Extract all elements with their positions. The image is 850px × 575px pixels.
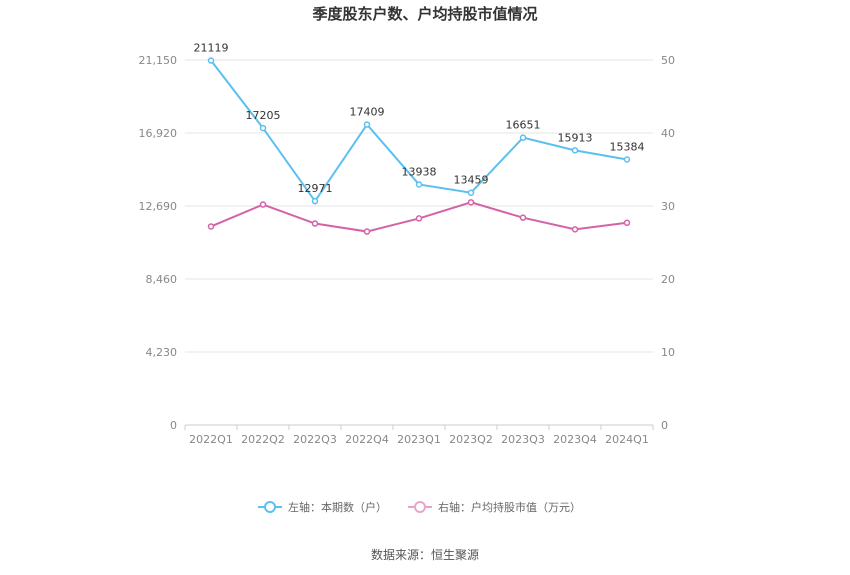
- left-tick-label: 4,230: [146, 346, 178, 359]
- x-axis-ticks: 2022Q1 2022Q2 2022Q3 2022Q4 2023Q1 2023Q2 2023…: [189, 433, 649, 446]
- data-point-right[interactable]: [467, 199, 475, 206]
- right-axis-ticks: 0 10 20 30 40 50: [661, 54, 675, 432]
- legend[interactable]: 左轴：本期数（户） 右轴：户均持股市值（万元）: [258, 500, 581, 514]
- left-tick-label: 8,460: [146, 273, 178, 286]
- data-point-left[interactable]: [519, 134, 527, 141]
- legend-item-right[interactable]: 右轴：户均持股市值（万元）: [408, 500, 581, 514]
- right-tick-label: 20: [661, 273, 675, 286]
- data-point-left[interactable]: [623, 156, 631, 163]
- chart-title: 季度股东户数、户均持股市值情况: [312, 5, 537, 23]
- data-label: 15384: [610, 141, 645, 154]
- legend-label-right: 右轴：户均持股市值（万元）: [438, 500, 581, 514]
- left-tick-label: 21,150: [139, 54, 178, 67]
- data-point-left[interactable]: [311, 197, 319, 205]
- data-point-right[interactable]: [571, 226, 579, 233]
- x-tick-label: 2022Q1: [189, 433, 233, 446]
- left-tick-label: 12,690: [139, 200, 178, 213]
- x-tick-label: 2023Q4: [553, 433, 597, 446]
- left-tick-label: 0: [170, 419, 177, 432]
- data-point-right[interactable]: [259, 201, 267, 208]
- x-tick-label: 2023Q2: [449, 433, 493, 446]
- right-tick-label: 10: [661, 346, 675, 359]
- data-point-right[interactable]: [311, 220, 319, 227]
- x-tick-label: 2022Q4: [345, 433, 389, 446]
- data-label: 12971: [298, 182, 333, 195]
- data-point-left[interactable]: [259, 124, 267, 132]
- right-tick-label: 40: [661, 127, 675, 140]
- data-point-right[interactable]: [207, 223, 215, 230]
- data-point-right[interactable]: [363, 228, 371, 235]
- x-tick-label: 2022Q2: [241, 433, 285, 446]
- data-point-right[interactable]: [519, 214, 527, 221]
- data-label: 16651: [506, 119, 541, 132]
- right-tick-label: 50: [661, 54, 675, 67]
- right-tick-label: 0: [661, 419, 668, 432]
- data-point-right[interactable]: [623, 219, 631, 227]
- data-label: 13459: [454, 174, 489, 187]
- legend-label-left: 左轴：本期数（户）: [288, 500, 387, 514]
- x-tick-label: 2023Q1: [397, 433, 441, 446]
- legend-marker-left: [264, 501, 276, 513]
- data-label: 21119: [194, 42, 229, 55]
- data-label: 17409: [350, 106, 385, 119]
- data-label: 17205: [246, 109, 281, 122]
- left-axis-ticks: 0 4,230 8,460 12,690 16,920 21,150: [139, 54, 178, 432]
- data-point-left[interactable]: [415, 181, 423, 188]
- data-label: 13938: [402, 165, 437, 178]
- left-tick-label: 16,920: [139, 127, 178, 140]
- x-tick-label: 2022Q3: [293, 433, 337, 446]
- data-point-right[interactable]: [415, 215, 423, 222]
- data-label: 15913: [558, 131, 593, 144]
- x-tick-label: 2023Q3: [501, 433, 545, 446]
- data-source: 数据来源：恒生聚源: [371, 547, 479, 562]
- data-point-left[interactable]: [363, 121, 371, 128]
- legend-item-left[interactable]: 左轴：本期数（户）: [258, 500, 387, 514]
- right-tick-label: 30: [661, 200, 675, 213]
- x-tick-label: 2024Q1: [605, 433, 649, 446]
- data-point-left[interactable]: [467, 189, 475, 196]
- legend-marker-right: [414, 501, 426, 513]
- data-point-left[interactable]: [571, 147, 579, 154]
- data-point-left[interactable]: [207, 57, 215, 64]
- series-layer: 21119 17205 12971 17409 13938 13459 16651 15913…: [194, 42, 645, 235]
